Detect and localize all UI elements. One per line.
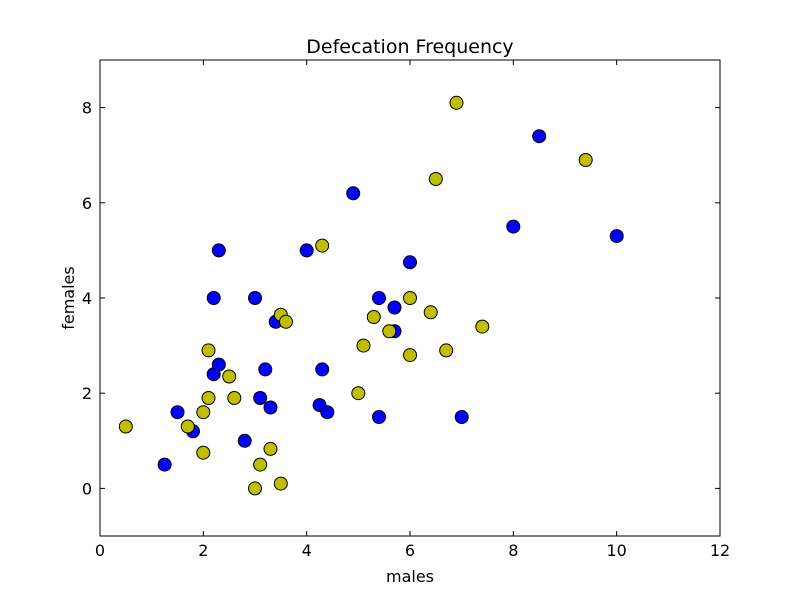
x-tick-label: 6 xyxy=(405,541,415,560)
y-axis-label: females xyxy=(59,266,78,330)
data-point-s0-7 xyxy=(237,433,252,448)
data-point-s0-13 xyxy=(299,243,314,258)
data-point-s1-7 xyxy=(227,391,242,405)
data-point-s0-23 xyxy=(454,410,469,424)
data-point-s1-2 xyxy=(196,405,211,420)
axis-ticks: 0 2 4 6 8 10 12 0 2 4 6 8 xyxy=(82,60,730,560)
y-tick-label: 6 xyxy=(82,194,92,213)
x-tick-label: 0 xyxy=(95,541,105,560)
x-tick-label: 10 xyxy=(606,541,626,560)
data-point-s1-22 xyxy=(428,172,443,186)
x-tick-label: 2 xyxy=(198,541,208,560)
data-point-s1-14 xyxy=(315,238,330,253)
data-point-s0-24 xyxy=(506,219,521,234)
x-tick-label: 8 xyxy=(508,541,518,560)
data-point-s0-1 xyxy=(170,405,185,420)
data-point-s1-25 xyxy=(475,319,490,334)
data-point-s0-26 xyxy=(609,229,624,244)
chart-title: Defecation Frequency xyxy=(306,36,513,58)
data-point-s1-20 xyxy=(403,348,417,363)
data-point-s1-18 xyxy=(382,324,397,339)
data-point-s0-19 xyxy=(372,410,386,424)
data-point-s1-0 xyxy=(118,419,133,434)
x-tick-label: 12 xyxy=(710,541,730,560)
data-point-s1-9 xyxy=(253,457,268,472)
y-tick-label: 0 xyxy=(82,479,92,498)
data-point-s0-11 xyxy=(263,400,278,415)
data-point-s1-19 xyxy=(403,291,417,305)
data-point-s1-21 xyxy=(423,305,438,320)
y-tick-label: 8 xyxy=(82,99,92,118)
y-tick-label: 2 xyxy=(82,384,92,403)
data-point-s1-17 xyxy=(366,310,381,324)
x-tick-label: 4 xyxy=(302,541,312,560)
data-point-s1-4 xyxy=(201,343,216,358)
data-point-s0-0 xyxy=(157,457,172,472)
y-tick-label: 4 xyxy=(82,289,92,308)
data-point-s1-5 xyxy=(201,391,216,405)
data-point-s1-1 xyxy=(180,419,195,434)
data-point-s0-22 xyxy=(403,255,417,270)
data-point-s0-5 xyxy=(211,357,226,372)
data-point-s0-10 xyxy=(258,362,273,377)
data-point-s0-8 xyxy=(248,291,262,305)
data-point-s0-15 xyxy=(315,362,330,377)
data-point-s0-6 xyxy=(211,243,226,258)
data-point-s1-3 xyxy=(196,445,211,460)
data-points xyxy=(118,95,624,496)
x-axis-label: males xyxy=(386,567,434,586)
data-point-s0-9 xyxy=(253,391,268,405)
data-point-s1-23 xyxy=(439,343,454,358)
data-point-s1-6 xyxy=(222,369,237,384)
data-point-s1-8 xyxy=(248,481,262,496)
data-point-s0-3 xyxy=(206,291,221,305)
data-point-s1-13 xyxy=(279,314,293,329)
data-point-s1-26 xyxy=(578,153,593,167)
data-point-s0-25 xyxy=(532,129,547,144)
data-point-s0-16 xyxy=(320,405,335,420)
data-point-s0-17 xyxy=(346,186,361,201)
data-point-s1-10 xyxy=(263,441,278,456)
data-point-s0-18 xyxy=(372,291,386,305)
data-point-s0-20 xyxy=(387,300,402,315)
data-point-s1-16 xyxy=(356,338,371,353)
data-point-s1-11 xyxy=(273,476,288,491)
data-point-s1-24 xyxy=(449,95,464,110)
data-point-s1-15 xyxy=(351,386,366,401)
